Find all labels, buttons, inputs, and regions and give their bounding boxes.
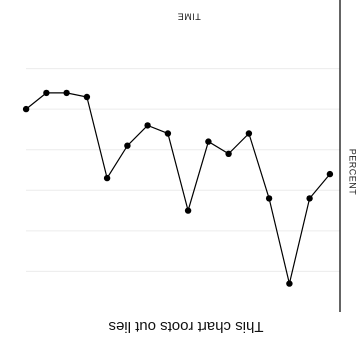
data-point-5 [245,130,253,137]
data-point-14 [63,89,70,97]
data-point-7 [205,138,212,145]
data-point-2 [306,195,313,202]
x-axis-label: TIME [177,12,201,22]
data-point-13 [83,93,91,101]
data-point-8 [184,207,192,214]
data-point-1 [326,170,334,178]
data-point-3 [286,280,293,287]
data-point-11 [124,142,131,149]
gridlines [26,68,340,272]
data-point-9 [164,130,172,137]
series-line [25,92,331,284]
data-point-10 [144,122,151,129]
data-point-6 [225,150,232,157]
data-point-4 [265,195,273,202]
data-point-12 [103,174,111,182]
data-point-16 [22,105,30,113]
chart-title: This chart roots out lies [108,318,263,335]
y-axis-label: PERCENT [348,149,356,196]
data-point-15 [43,89,50,97]
data-points [22,89,334,287]
